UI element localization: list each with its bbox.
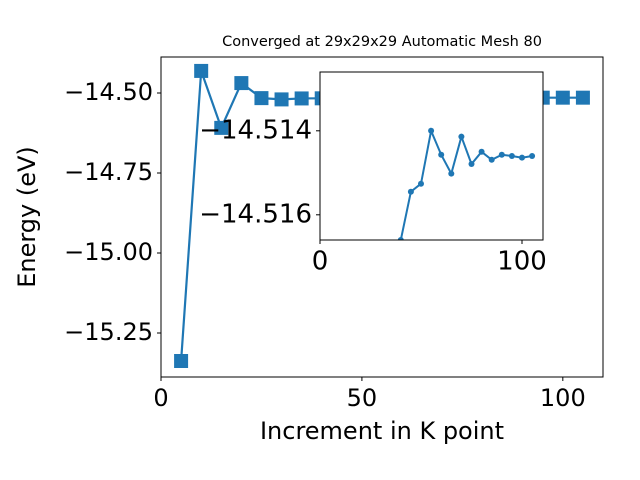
y-tick-label: −14.75 (64, 158, 153, 186)
axes-frame (319, 71, 544, 241)
x-tick-label: 100 (540, 384, 586, 412)
x-tick-label: 0 (153, 384, 168, 412)
marker (397, 237, 404, 240)
y-tick-label: −14.50 (64, 78, 153, 106)
marker (214, 120, 229, 135)
marker (488, 156, 495, 163)
marker (274, 92, 289, 107)
marker (448, 170, 455, 177)
axes-frame (160, 56, 604, 378)
marker (194, 63, 209, 78)
marker (518, 154, 525, 161)
marker (174, 354, 189, 368)
marker (529, 153, 536, 159)
marker (498, 151, 505, 158)
marker (555, 90, 570, 105)
marker (254, 91, 269, 106)
chart-title: Converged at 29x29x29 Automatic Mesh 80 (222, 34, 542, 50)
x-tick-label: 0 (312, 247, 329, 277)
marker (438, 151, 445, 158)
y-axis-label: Energy (eV) (13, 146, 41, 288)
marker (508, 153, 515, 159)
y-tick-label: −14.516 (199, 199, 312, 229)
marker (468, 160, 475, 167)
marker (575, 90, 590, 105)
y-tick-label: −15.25 (64, 318, 153, 346)
y-tick-label: −14.514 (199, 115, 312, 145)
x-tick-label: 100 (497, 247, 547, 277)
marker (417, 180, 424, 187)
x-tick-label: 50 (347, 384, 378, 412)
marker (458, 133, 465, 140)
marker (234, 76, 249, 91)
x-axis-label: Increment in K point (260, 417, 504, 445)
y-tick-label: −15.00 (64, 238, 153, 266)
marker (428, 127, 435, 134)
marker (478, 148, 485, 155)
marker (407, 188, 414, 195)
marker (294, 91, 309, 106)
